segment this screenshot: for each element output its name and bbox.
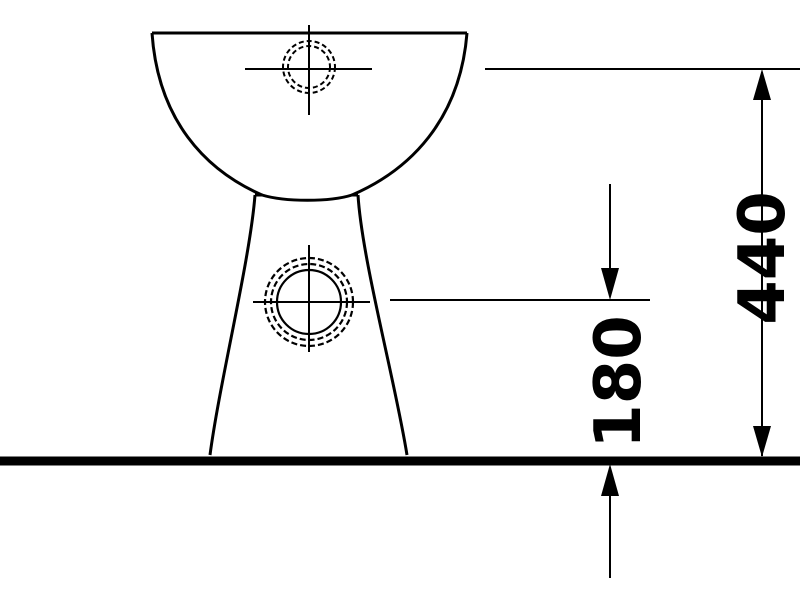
dimension-180: 180 — [582, 184, 656, 578]
dimension-label-180: 180 — [582, 315, 656, 449]
pedestal-left — [208, 194, 257, 456]
arrow-down-icon — [601, 268, 619, 300]
neck-curve — [261, 193, 353, 202]
inlet-connection — [245, 25, 372, 115]
bowl-left-side — [150, 32, 264, 197]
toilet-outline — [150, 31, 469, 456]
bowl-right-side — [350, 32, 469, 197]
outlet-connection — [253, 245, 370, 352]
arrow-up-icon — [753, 69, 771, 100]
dimension-440: 440 — [726, 69, 800, 457]
pedestal-right — [356, 194, 409, 456]
arrow-down-icon — [753, 426, 771, 457]
arrow-up-icon — [601, 464, 619, 496]
dimension-label-440: 440 — [726, 191, 800, 325]
